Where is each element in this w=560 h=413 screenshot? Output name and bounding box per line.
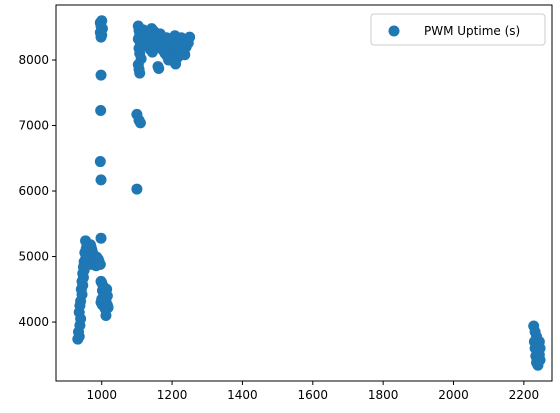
data-point xyxy=(177,39,189,51)
legend-marker xyxy=(388,25,400,37)
data-point xyxy=(179,49,191,61)
y-tick-label: 4000 xyxy=(18,315,49,329)
data-point xyxy=(161,36,173,48)
data-point xyxy=(95,104,107,116)
data-point xyxy=(95,174,107,186)
x-tick-label: 2000 xyxy=(438,388,469,402)
x-tick-label: 1800 xyxy=(368,388,399,402)
y-tick-label: 8000 xyxy=(18,53,49,67)
x-tick-label: 1600 xyxy=(298,388,329,402)
data-point xyxy=(149,34,161,46)
data-points xyxy=(72,15,546,371)
legend-box xyxy=(370,13,546,46)
x-tick-label: 1200 xyxy=(157,388,188,402)
data-point xyxy=(153,63,165,75)
data-point xyxy=(98,294,110,306)
plot-frame xyxy=(55,4,553,382)
data-point xyxy=(534,354,546,366)
x-tick-label: 2200 xyxy=(509,388,540,402)
data-point xyxy=(134,67,146,79)
x-tick-label: 1400 xyxy=(227,388,258,402)
data-point xyxy=(94,258,106,270)
y-tick-label: 5000 xyxy=(18,250,49,264)
data-point xyxy=(100,309,112,321)
plot-area xyxy=(56,5,552,381)
y-tick-label: 6000 xyxy=(18,184,49,198)
axis-ticks: 1000 1200 1400 1600 1800 2000 2200 4000 5000 6000… xyxy=(18,53,539,402)
data-point xyxy=(95,232,107,244)
data-point xyxy=(163,54,175,66)
data-point xyxy=(94,156,106,168)
data-point xyxy=(131,183,143,195)
legend-label: PWM Uptime (s) xyxy=(424,24,520,38)
data-point xyxy=(95,31,107,43)
data-point xyxy=(533,345,545,357)
x-tick-label: 1000 xyxy=(86,388,117,402)
y-tick-label: 7000 xyxy=(18,119,49,133)
data-point xyxy=(134,117,146,129)
legend: PWM Uptime (s) xyxy=(370,13,546,46)
data-point xyxy=(95,69,107,81)
